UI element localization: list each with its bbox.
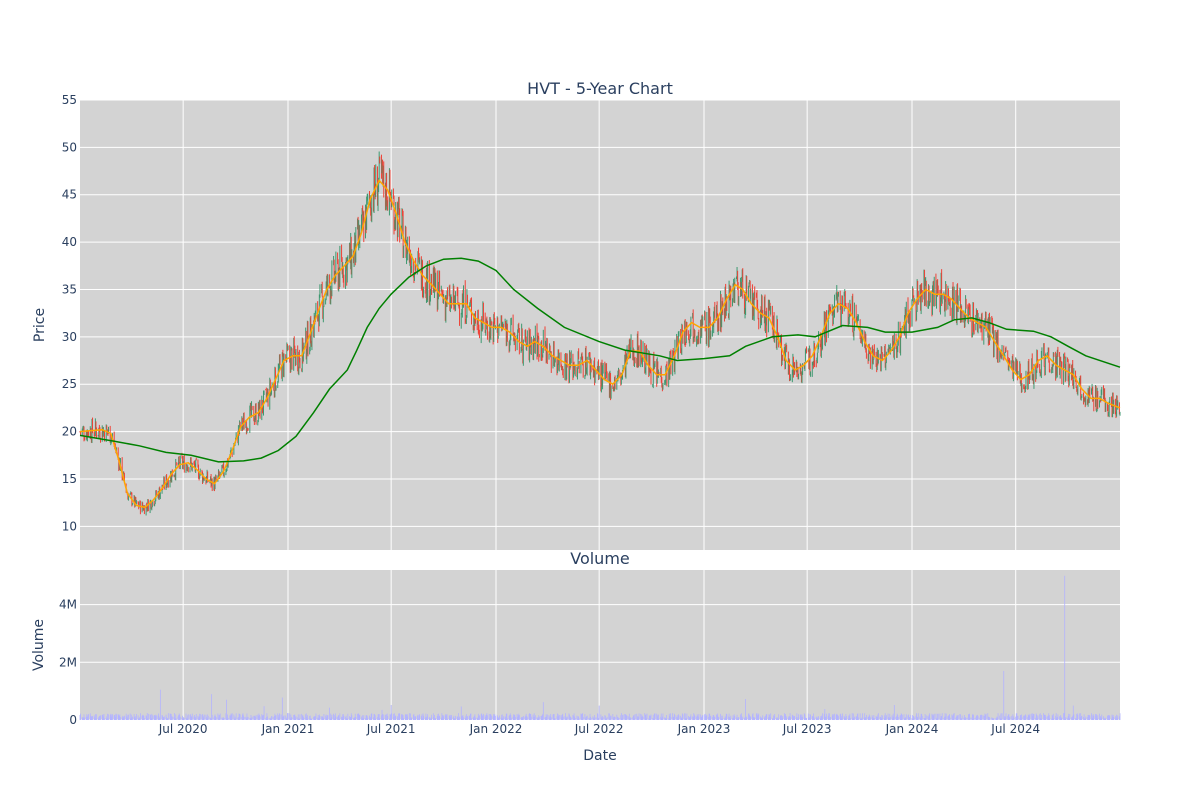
volume-grid [80,570,1120,721]
moving-average-long-line [79,257,1121,463]
price-y-tick-label: 20 [62,425,77,439]
x-tick-label: Jul 2022 [574,722,624,736]
price-plot-area [80,100,1120,550]
price-y-axis-title: Price [32,308,48,342]
price-chart-title: HVT - 5-Year Chart [527,79,673,98]
x-axis-title: Date [583,748,616,764]
volume-y-axis-title: Volume [31,619,47,671]
x-tick-label: Jul 2024 [990,722,1040,736]
volume-y-tick-label: 2M [59,655,77,669]
price-y-tick-label: 25 [62,377,77,391]
price-y-tick-label: 55 [62,93,77,107]
volume-chart-title: Volume [570,549,630,568]
volume-bars [79,575,1121,720]
moving-average-short-line [79,179,1121,509]
x-tick-label: Jan 2024 [885,722,939,736]
x-tick-label: Jul 2021 [366,722,416,736]
x-tick-label: Jul 2020 [158,722,208,736]
volume-y-tick-label: 4M [59,598,77,612]
volume-y-tick-label: 0 [69,713,77,727]
moving-average-lines [79,179,1121,509]
volume-plot-area [80,570,1120,720]
x-tick-label: Jan 2022 [469,722,523,736]
price-y-tick-label: 30 [62,330,77,344]
price-y-tick-label: 45 [62,188,77,202]
price-y-tick-label: 10 [62,519,77,533]
volume-y-ticks: 0 2M 4M [59,598,77,727]
x-tick-label: Jan 2023 [677,722,731,736]
price-grid [80,99,1120,550]
price-y-tick-label: 15 [62,472,77,486]
volume-x-ticks: Jul 2020 Jan 2021 Jul 2021 Jan 2022 Jul 2022… [158,722,1040,736]
price-y-tick-label: 35 [62,282,77,296]
x-tick-label: Jul 2023 [782,722,832,736]
price-y-tick-label: 50 [62,140,77,154]
price-y-ticks: 10 15 20 25 30 35 40 45 50 55 [62,93,77,533]
price-y-tick-label: 40 [62,235,77,249]
x-tick-label: Jan 2021 [261,722,315,736]
